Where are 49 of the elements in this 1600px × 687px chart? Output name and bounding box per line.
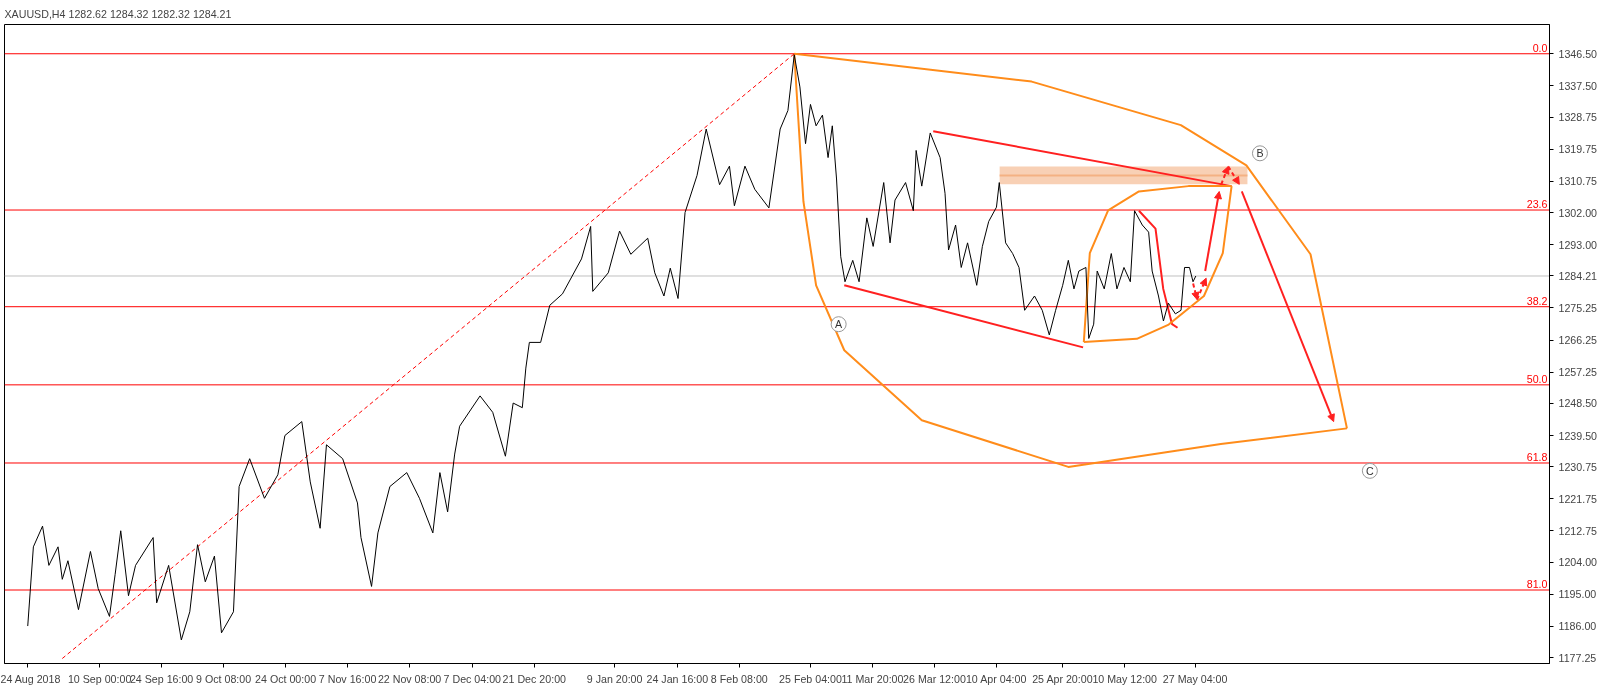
x-tick-label: 25 Feb 04:00 — [779, 672, 842, 685]
x-tick-label: 11 Mar 20:00 — [841, 672, 904, 685]
y-tick-label: 1239.50 — [1558, 429, 1598, 442]
annotation: 81.0 — [1526, 578, 1548, 590]
annotation: 61.8 — [1526, 450, 1548, 463]
x-tick-label: 10 Sep 00:00 — [67, 672, 132, 685]
chart-title: XAUUSD,H4 1282.62 1284.32 1282.32 1284.21 — [4, 7, 232, 20]
x-tick-label: 7 Dec 04:00 — [443, 672, 502, 685]
y-tick-label: 1212.75 — [1558, 524, 1598, 537]
y-tick-label: 1293.00 — [1558, 238, 1598, 251]
y-tick-label: 1275.25 — [1558, 301, 1598, 314]
y-tick-label: 1248.50 — [1558, 397, 1598, 410]
annotation: 38.2 — [1526, 294, 1548, 307]
y-tick-label: 1337.50 — [1558, 79, 1598, 92]
x-tick-label: 24 Sep 16:00 — [129, 672, 194, 685]
x-tick-label: 9 Jan 20:00 — [586, 672, 643, 685]
x-tick-label: 9 Oct 08:00 — [196, 672, 252, 685]
y-tick-label: 1230.75 — [1558, 460, 1598, 473]
y-tick-label: 1310.75 — [1558, 175, 1598, 188]
y-tick-label: 1177.25 — [1558, 651, 1597, 664]
y-tick-label: 1319.75 — [1558, 143, 1598, 156]
y-tick-label: 1204.00 — [1558, 556, 1598, 569]
x-tick-label: 24 Jan 16:00 — [646, 672, 709, 685]
x-tick-label: 10 Apr 04:00 — [965, 672, 1027, 685]
x-tick-label: 24 Oct 00:00 — [255, 672, 317, 685]
y-tick-label: 1257.25 — [1558, 366, 1598, 379]
y-tick-label: 1195.00 — [1558, 588, 1597, 601]
annotation: 23.6 — [1526, 198, 1548, 211]
annotation: A — [835, 318, 844, 331]
y-tick-label: 1186.00 — [1558, 620, 1597, 633]
x-tick-label: 7 Nov 16:00 — [318, 672, 377, 685]
y-tick-label: 1266.25 — [1558, 334, 1598, 347]
x-tick-label: 25 Apr 20:00 — [1032, 672, 1093, 685]
y-tick-label: 1284.21 — [1558, 270, 1598, 282]
x-tick-label: 26 Mar 12:00 — [903, 672, 966, 685]
x-tick-label: 8 Feb 08:00 — [710, 672, 768, 685]
annotation: 50.0 — [1526, 372, 1548, 385]
annotation: C — [1366, 464, 1374, 477]
annotation: B — [1256, 147, 1264, 160]
annotation: 0.0 — [1532, 41, 1548, 54]
y-tick-label: 1221.75 — [1558, 492, 1598, 505]
x-tick-label: 22 Nov 08:00 — [377, 672, 442, 685]
x-tick-label: 24 Aug 2018 — [0, 672, 61, 685]
x-tick-label: 21 Dec 20:00 — [502, 672, 567, 685]
y-tick-label: 1328.75 — [1558, 111, 1598, 124]
x-tick-label: 27 May 04:00 — [1162, 672, 1228, 685]
y-tick-label: 1346.50 — [1558, 47, 1598, 60]
y-tick-label: 1302.00 — [1558, 206, 1598, 219]
x-tick-label: 10 May 12:00 — [1092, 672, 1158, 685]
